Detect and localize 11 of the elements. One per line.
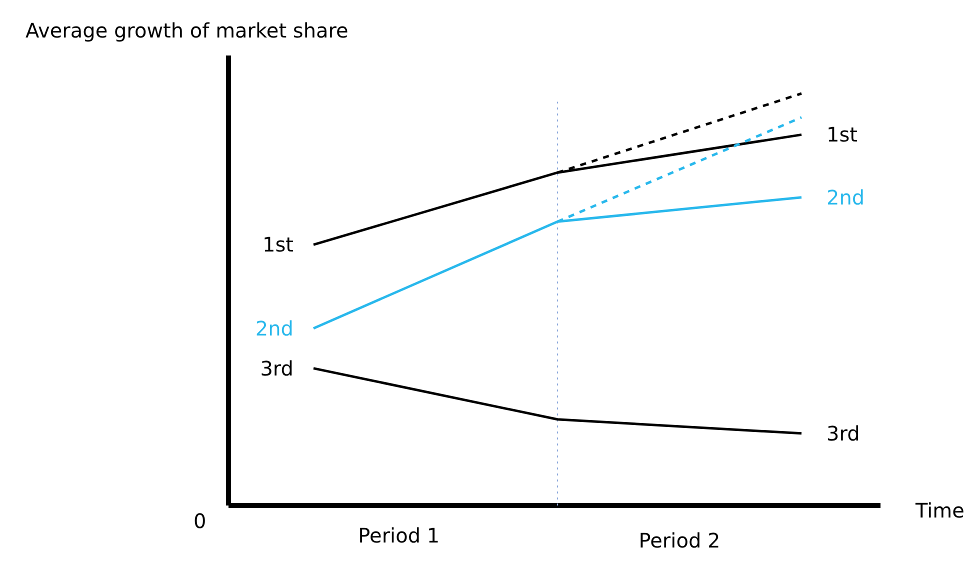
x-axis-title: Time	[914, 498, 964, 522]
y-axis-title: Average growth of market share	[26, 18, 348, 42]
text: 1st	[826, 122, 858, 147]
series-label: 3rd	[260, 356, 294, 380]
text: Period 1	[358, 524, 440, 548]
series-label: 2nd	[255, 316, 294, 340]
series-label: 1st	[262, 232, 294, 257]
text: 2nd	[826, 185, 865, 210]
text: 3rd	[826, 421, 860, 446]
text: 0	[194, 509, 206, 533]
text: Period 2	[638, 528, 720, 552]
